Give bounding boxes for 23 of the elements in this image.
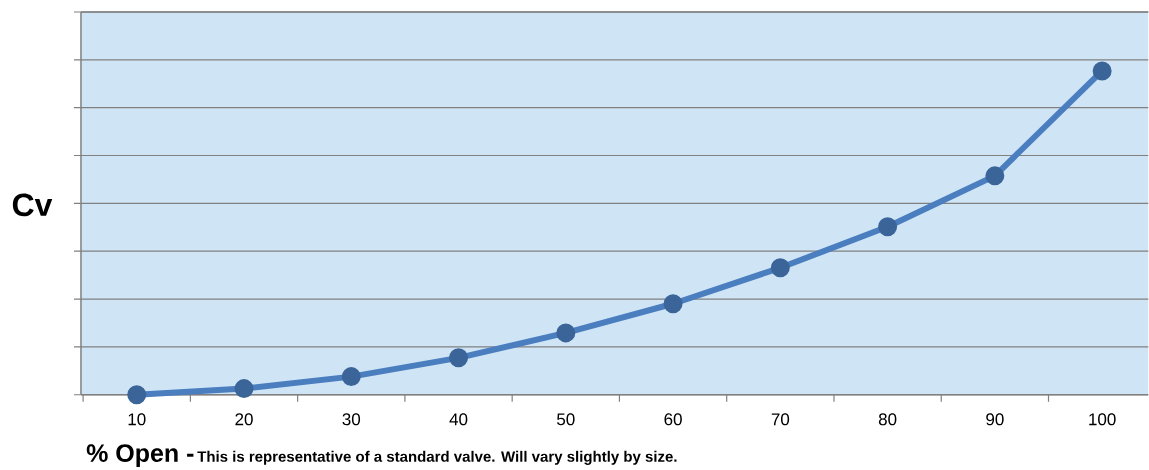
point — [663, 294, 683, 314]
x-tick-label: 10 — [128, 413, 146, 426]
point — [1092, 61, 1112, 81]
point — [985, 166, 1005, 186]
x-tick-label: 70 — [771, 413, 790, 426]
x-tick-label: 20 — [235, 413, 253, 426]
y-axis-title: Cv — [12, 193, 53, 217]
point — [234, 379, 254, 399]
point — [770, 258, 790, 278]
x-tick-label: 90 — [986, 413, 1004, 426]
x-tick-label: 60 — [664, 413, 682, 426]
text: This is representative of a standard valve. Will vary slightly by size. — [197, 450, 677, 466]
x-tick-label: 80 — [878, 413, 897, 426]
point — [127, 385, 147, 405]
point — [878, 217, 898, 237]
point — [449, 348, 469, 368]
x-tick-label: 50 — [557, 413, 575, 426]
point — [341, 367, 361, 387]
point — [556, 323, 576, 343]
x-tick-label: 40 — [449, 413, 468, 426]
x-tick-label: 100 — [1089, 413, 1116, 426]
x-tick-label: 30 — [342, 413, 361, 426]
text: % Open - — [86, 444, 194, 468]
